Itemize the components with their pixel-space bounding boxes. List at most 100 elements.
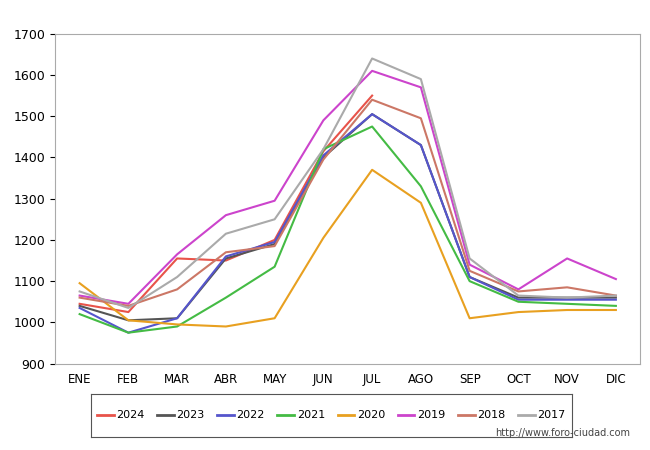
2021 — [320, 147, 327, 152]
2024 — [222, 258, 230, 263]
2017 — [368, 56, 376, 61]
2022 — [270, 239, 278, 245]
2019 — [465, 262, 473, 267]
2024 — [320, 148, 327, 154]
2017 — [173, 274, 181, 280]
2018 — [173, 287, 181, 292]
2022 — [320, 153, 327, 158]
2019 — [222, 212, 230, 218]
2021 — [125, 330, 133, 335]
Text: 2020: 2020 — [357, 410, 385, 420]
2017 — [270, 216, 278, 222]
2020 — [270, 315, 278, 321]
2020 — [563, 307, 571, 313]
2024 — [125, 309, 133, 315]
2019 — [173, 252, 181, 257]
Text: Afiliados en Llançà a 31/5/2024: Afiliados en Llançà a 31/5/2024 — [194, 8, 456, 26]
2017 — [417, 76, 425, 82]
2019 — [515, 287, 523, 292]
2022 — [173, 315, 181, 321]
2021 — [612, 303, 620, 309]
2019 — [563, 256, 571, 261]
2019 — [75, 293, 83, 298]
Line: 2024: 2024 — [79, 95, 372, 312]
2018 — [515, 289, 523, 294]
2023 — [515, 295, 523, 300]
2021 — [465, 279, 473, 284]
2024 — [368, 93, 376, 98]
Line: 2021: 2021 — [79, 126, 616, 333]
Text: http://www.foro-ciudad.com: http://www.foro-ciudad.com — [495, 428, 630, 438]
Text: 2017: 2017 — [537, 410, 566, 420]
2022 — [417, 142, 425, 148]
2022 — [563, 297, 571, 302]
Line: 2017: 2017 — [79, 58, 616, 308]
2024 — [173, 256, 181, 261]
2020 — [465, 315, 473, 321]
2022 — [125, 330, 133, 335]
2018 — [75, 295, 83, 300]
2018 — [222, 250, 230, 255]
2023 — [368, 112, 376, 117]
2020 — [125, 318, 133, 323]
2018 — [465, 268, 473, 274]
2020 — [173, 322, 181, 327]
2018 — [563, 284, 571, 290]
2022 — [515, 297, 523, 302]
2022 — [612, 297, 620, 302]
2020 — [320, 235, 327, 241]
2018 — [320, 157, 327, 162]
2020 — [222, 324, 230, 329]
2023 — [125, 318, 133, 323]
2021 — [417, 184, 425, 189]
2021 — [368, 124, 376, 129]
2017 — [612, 293, 620, 298]
2022 — [368, 112, 376, 117]
2023 — [173, 315, 181, 321]
2017 — [222, 231, 230, 236]
2021 — [222, 295, 230, 300]
2020 — [368, 167, 376, 172]
Text: 2024: 2024 — [116, 410, 145, 420]
2018 — [368, 97, 376, 103]
2024 — [270, 237, 278, 243]
2023 — [563, 295, 571, 300]
2021 — [270, 264, 278, 270]
2023 — [75, 303, 83, 309]
2019 — [612, 276, 620, 282]
Line: 2020: 2020 — [79, 170, 616, 327]
2017 — [515, 293, 523, 298]
Text: 2023: 2023 — [176, 410, 205, 420]
2020 — [515, 309, 523, 315]
2021 — [75, 311, 83, 317]
2023 — [320, 155, 327, 160]
Text: 2019: 2019 — [417, 410, 445, 420]
2023 — [417, 142, 425, 148]
Line: 2018: 2018 — [79, 100, 616, 306]
Line: 2023: 2023 — [79, 114, 616, 320]
2017 — [125, 305, 133, 310]
Text: 2022: 2022 — [237, 410, 265, 420]
2022 — [465, 274, 473, 280]
2021 — [173, 324, 181, 329]
2020 — [417, 200, 425, 206]
2018 — [270, 243, 278, 249]
2017 — [75, 289, 83, 294]
2020 — [612, 307, 620, 313]
2021 — [515, 299, 523, 305]
Line: 2019: 2019 — [79, 71, 616, 304]
2017 — [563, 295, 571, 300]
2017 — [320, 147, 327, 152]
2023 — [465, 274, 473, 280]
2023 — [222, 256, 230, 261]
2022 — [75, 305, 83, 310]
2023 — [612, 295, 620, 300]
2022 — [222, 254, 230, 259]
2024 — [75, 301, 83, 306]
2019 — [125, 301, 133, 306]
2021 — [563, 301, 571, 306]
2020 — [75, 280, 83, 286]
2019 — [368, 68, 376, 73]
Line: 2022: 2022 — [79, 114, 616, 333]
Text: 2021: 2021 — [296, 410, 325, 420]
